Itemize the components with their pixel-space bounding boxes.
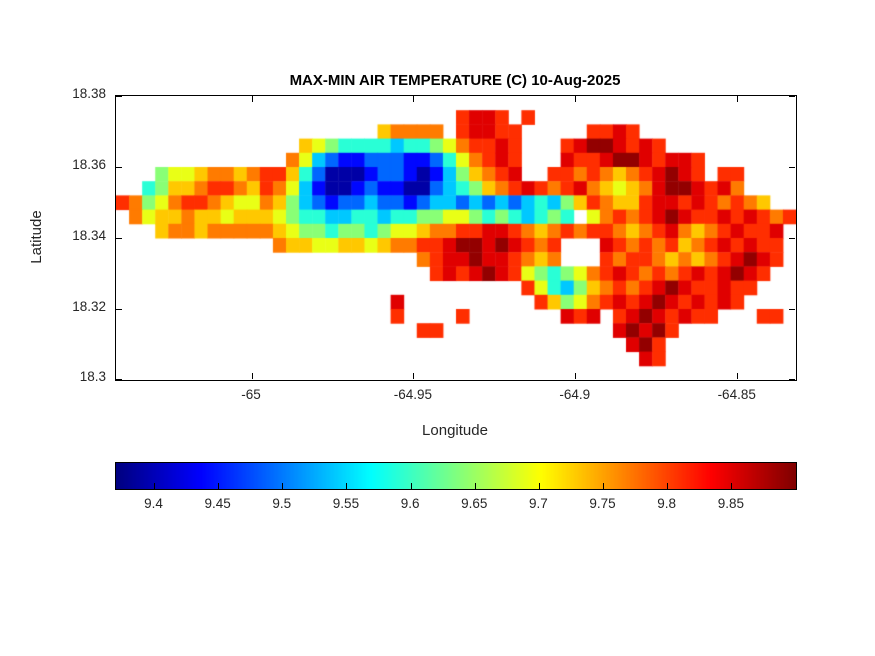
y-tick-mark	[116, 378, 122, 380]
y-tick-label: 18.36	[72, 157, 106, 172]
y-tick-mark-right	[789, 166, 795, 168]
plot-title: MAX-MIN AIR TEMPERATURE (C) 10-Aug-2025	[289, 72, 621, 89]
colorbar-tick-label: 9.5	[272, 496, 292, 511]
x-tick-mark-top	[737, 96, 739, 102]
y-tick-mark	[116, 95, 122, 97]
x-tick-label: -65	[241, 387, 261, 402]
colorbar	[115, 462, 797, 490]
colorbar-tick-mark	[603, 483, 605, 489]
colorbar-tick-label: 9.65	[461, 496, 488, 511]
colorbar-tick-mark	[538, 483, 540, 489]
y-tick-mark-right	[789, 237, 795, 239]
colorbar-tick-label: 9.4	[144, 496, 163, 511]
colorbar-tick-mark	[346, 483, 348, 489]
colorbar-tick-label: 9.45	[204, 496, 231, 511]
x-tick-mark	[575, 373, 577, 379]
x-tick-label: -64.85	[717, 387, 756, 402]
y-tick-label: 18.34	[72, 228, 106, 243]
colorbar-tick-label: 9.85	[717, 496, 744, 511]
x-tick-mark	[251, 373, 253, 379]
colorbar-tick-mark	[282, 483, 284, 489]
colorbar-tick-mark	[410, 483, 412, 489]
colorbar-tick-mark	[667, 483, 669, 489]
colorbar-canvas	[116, 463, 796, 489]
y-tick-label: 18.32	[72, 299, 106, 314]
x-axis-label: Longitude	[422, 422, 488, 439]
colorbar-tick-label: 9.7	[529, 496, 548, 511]
colorbar-tick-mark	[474, 483, 476, 489]
heatmap-canvas	[116, 96, 796, 380]
colorbar-tick-mark	[731, 483, 733, 489]
colorbar-tick-label: 9.75	[589, 496, 616, 511]
y-tick-mark-right	[789, 378, 795, 380]
x-tick-mark-top	[575, 96, 577, 102]
plot-area	[115, 95, 797, 381]
colorbar-tick-label: 9.6	[400, 496, 420, 511]
x-tick-label: -64.9	[559, 387, 591, 402]
y-tick-mark-right	[789, 308, 795, 310]
y-tick-label: 18.3	[79, 369, 106, 384]
y-tick-label: 18.38	[72, 86, 106, 101]
colorbar-tick-label: 9.8	[657, 496, 677, 511]
y-tick-mark	[116, 237, 122, 239]
y-tick-mark	[116, 308, 122, 310]
colorbar-tick-mark	[153, 483, 155, 489]
x-tick-mark	[737, 373, 739, 379]
x-tick-label: -64.95	[393, 387, 433, 402]
y-tick-mark	[116, 166, 122, 168]
x-tick-mark-top	[251, 96, 253, 102]
colorbar-tick-label: 9.55	[332, 496, 360, 511]
x-tick-mark-top	[413, 96, 415, 102]
y-tick-mark-right	[789, 95, 795, 97]
x-tick-mark	[413, 373, 415, 379]
colorbar-tick-mark	[218, 483, 220, 489]
